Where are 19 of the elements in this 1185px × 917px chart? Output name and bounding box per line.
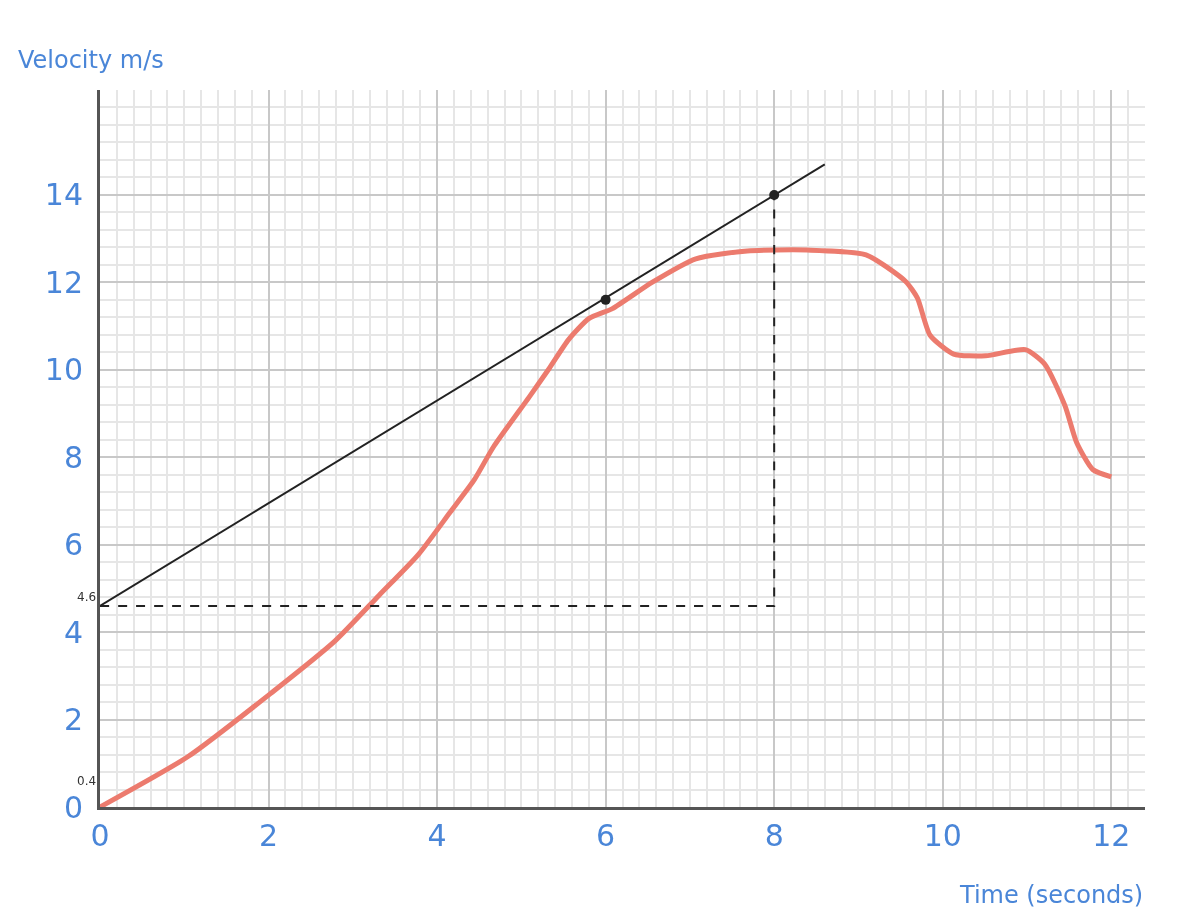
y-tick-label: 12 bbox=[44, 264, 83, 300]
y-tick-label: 0 bbox=[63, 789, 83, 825]
y-tick-label: 10 bbox=[44, 352, 83, 388]
y-tick-label: 6 bbox=[63, 527, 83, 563]
x-tick-label: 10 bbox=[923, 818, 962, 853]
x-tick-label: 0 bbox=[90, 818, 110, 853]
x-tick-label: 4 bbox=[427, 818, 447, 853]
x-axis-title: Time (seconds) bbox=[959, 881, 1144, 909]
y-tick-label: 4 bbox=[63, 614, 83, 650]
x-tick-label: 8 bbox=[764, 818, 784, 853]
annotation: 4.6 bbox=[77, 590, 97, 604]
x-tick-label: 2 bbox=[259, 818, 279, 853]
y-tick-label: 8 bbox=[63, 439, 83, 475]
text: 0.4 bbox=[77, 774, 97, 788]
x-tick-label: 6 bbox=[596, 818, 616, 853]
y-axis-title: Velocity m/s bbox=[18, 46, 164, 74]
x-tick-label: 12 bbox=[1092, 818, 1131, 853]
y-tick-label: 2 bbox=[63, 702, 83, 738]
y-tick-label: 14 bbox=[44, 177, 83, 213]
